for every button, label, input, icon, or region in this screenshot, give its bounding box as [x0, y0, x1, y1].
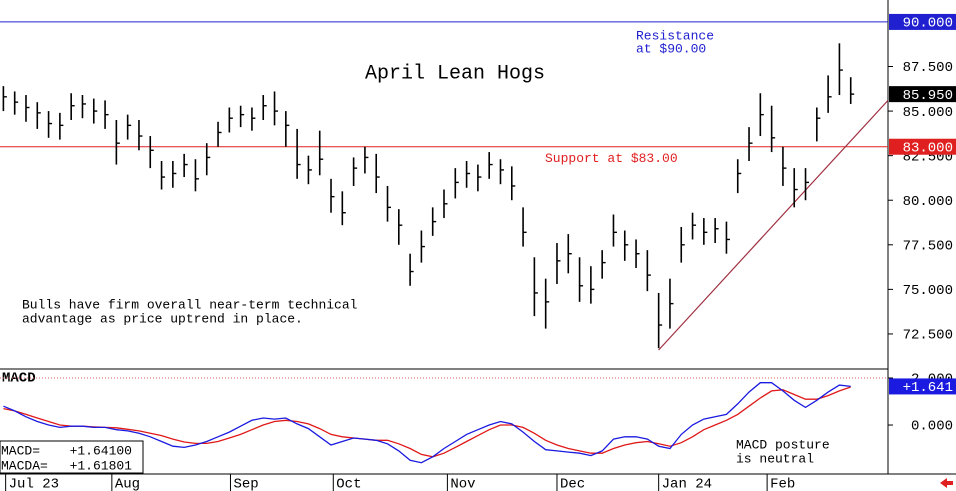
chart-title: April Lean Hogs — [365, 62, 545, 85]
scroll-arrow[interactable] — [940, 478, 953, 488]
readout-box — [0, 440, 144, 474]
readout-value: +1.61801 — [70, 458, 133, 473]
value-tag-label: 90.000 — [903, 16, 953, 32]
annotation: is neutral — [736, 451, 814, 466]
x-tick-label: Jul 23 — [9, 477, 59, 491]
x-tick-label: Nov — [450, 477, 475, 491]
annotation: MACD posture — [736, 437, 830, 452]
x-tick-label: Dec — [560, 477, 585, 491]
level-note: at $90.00 — [636, 41, 706, 56]
y-tick-label: 87.500 — [903, 60, 953, 76]
y-tick-label: 75.000 — [903, 283, 953, 299]
readout-name: MACD= — [1, 443, 40, 458]
x-tick-label: Jan 24 — [662, 477, 712, 491]
x-tick-label: Aug — [115, 477, 140, 491]
value-tag — [889, 86, 956, 103]
value-tag-label: +1.641 — [903, 380, 953, 396]
y-tick-label: 80.000 — [903, 194, 953, 210]
value-tag — [889, 378, 956, 395]
y-tick-label: 77.500 — [903, 239, 953, 255]
value-tag-label: 85.950 — [903, 88, 953, 104]
x-tick-label: Feb — [770, 477, 795, 491]
trend-line — [658, 99, 889, 351]
annotation: Bulls have firm overall near-term techni… — [22, 297, 358, 312]
x-tick-label: Sep — [233, 477, 258, 491]
level-note: Resistance — [636, 28, 714, 43]
readout-value: +1.64100 — [70, 443, 132, 458]
annotation: advantage as price uptrend in place. — [22, 311, 303, 326]
value-tag — [889, 138, 956, 155]
y-tick-label: 0.000 — [911, 419, 953, 435]
level-note: Support at $83.00 — [545, 151, 678, 166]
value-tag — [889, 13, 956, 30]
y-tick-label: 85.000 — [903, 105, 953, 121]
value-tag-label: 83.000 — [903, 140, 953, 156]
x-tick-label: Oct — [336, 477, 361, 491]
readout-name: MACDA= — [1, 458, 48, 473]
panel-title: MACD — [2, 371, 36, 387]
macd-line — [3, 382, 851, 464]
macd-line — [3, 386, 851, 458]
y-tick-label: 72.500 — [903, 328, 953, 344]
